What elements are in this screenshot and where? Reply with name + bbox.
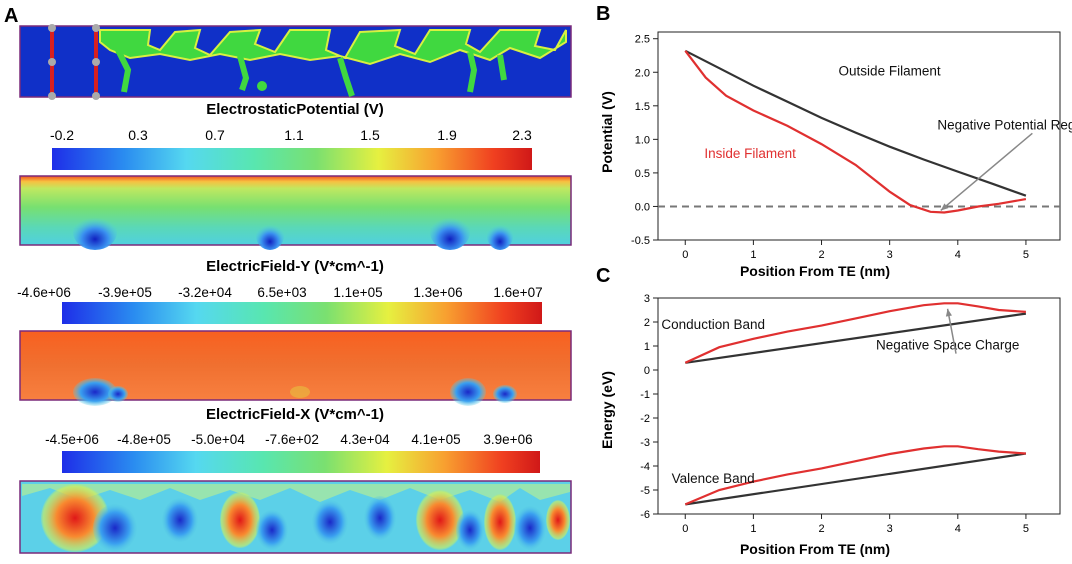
efield-y-tick-4: 1.1e+05: [333, 285, 382, 300]
potential-tick-3: 1.1: [284, 127, 304, 143]
efield-x-colorbar: [62, 451, 540, 473]
potential-chart: B 0 1 2 3 4 5 -0.5 0.0 0.5 1.0 1.5 2.0 2.5 Outside Fi…: [596, 3, 1072, 279]
chart-b-xtick-label: 3: [887, 249, 893, 261]
efield-y-tick-1: -3.9e+05: [98, 285, 152, 300]
chart-b-xtick-label: 0: [682, 249, 688, 261]
chart-b-annotation-inside-filament: Inside Filament: [704, 146, 796, 161]
chart-c-ytick-label: 3: [644, 293, 650, 305]
chart-b-ytick-label: 0.0: [635, 201, 650, 213]
chart-c-xtick-label: 3: [887, 523, 893, 535]
chart-c-series-valence-band-outside: [685, 452, 1027, 506]
chart-b-ytick-label: 0.5: [635, 168, 650, 180]
chart-b-annotation-arrow: [940, 132, 1033, 212]
chart-c-ytick-label: -2: [640, 413, 650, 425]
chart-b-ytick-label: 1.0: [635, 134, 650, 146]
panel-letter-c: C: [596, 265, 610, 287]
efield-x-tick-4: 4.3e+04: [340, 432, 390, 447]
chart-b-ytick-label: 2.0: [635, 67, 650, 79]
chart-c-xlabel: Position From TE (nm): [740, 541, 890, 557]
chart-b-annotation-arrowhead: [940, 203, 949, 211]
chart-c-plot: 0 1 2 3 4 5 -6 -5 -4 -3 -2 -1 0 1 2 3 Conduction Band Neg…: [640, 293, 1061, 535]
chart-c-ytick-label: 2: [644, 317, 650, 329]
chart-b-ytick-label: -0.5: [631, 235, 650, 247]
chart-c-annotation-arrow: [946, 308, 957, 354]
chart-c-ytick-label: 1: [644, 341, 650, 353]
chart-b-plot: 0 1 2 3 4 5 -0.5 0.0 0.5 1.0 1.5 2.0 2.5 Outside Fila…: [631, 31, 1072, 261]
panel-a-figure: A ElectrostaticPotential (V) -0.2 0.3 0.…: [4, 5, 572, 554]
potential-tick-2: 0.7: [205, 127, 225, 143]
potential-tick-6: 2.3: [512, 127, 532, 143]
chart-b-annotation-negative-potential-region: Negative Potential Region: [937, 117, 1072, 132]
panel-letter-a: A: [4, 5, 18, 27]
efield-y-tick-2: -3.2e+04: [178, 285, 232, 300]
efield-y-tick-6: 1.6e+07: [493, 285, 542, 300]
efield-x-tick-1: -4.8e+05: [117, 432, 171, 447]
chart-b-xtick-label: 5: [1023, 249, 1029, 261]
energy-band-chart: C 0 1 2 3 4 5 -6 -5 -4 -3 -2 -1 0 1 2 3 Conduction Band N…: [596, 265, 1061, 557]
chart-c-ytick-label: -1: [640, 389, 650, 401]
efield-y-tick-0: -4.6e+06: [17, 285, 71, 300]
chart-b-ytick-label: 2.5: [635, 34, 650, 46]
chart-c-ytick-label: -5: [640, 485, 650, 497]
efield-y-colorbar-ticks: -4.6e+06 -3.9e+05 -3.2e+04 6.5e+03 1.1e+…: [17, 285, 542, 300]
chart-b-series-outside-filament: [684, 49, 1027, 197]
chart-c-annotation-arrowhead: [945, 308, 953, 317]
efield-x-map: [19, 480, 572, 554]
chart-c-ytick-label: -6: [640, 509, 650, 521]
efield-x-map-title: ElectricField-X (V*cm^-1): [206, 406, 384, 423]
efield-x-tick-2: -5.0e+04: [191, 432, 245, 447]
efield-x-tick-3: -7.6e+02: [265, 432, 319, 447]
chart-c-xtick-label: 2: [818, 523, 824, 535]
chart-c-ytick-label: -3: [640, 437, 650, 449]
efield-y-tick-5: 1.3e+06: [413, 285, 462, 300]
chart-c-xtick-label: 5: [1023, 523, 1029, 535]
chart-c-annotation-negative-space-charge: Negative Space Charge: [876, 338, 1019, 353]
chart-c-xtick-label: 4: [955, 523, 961, 535]
device-structure-map: [19, 24, 572, 100]
potential-tick-0: -0.2: [50, 127, 74, 143]
chart-c-series-valence-band-inside: [684, 445, 1026, 506]
efield-y-map: [19, 330, 572, 406]
efield-y-map-title: ElectricField-Y (V*cm^-1): [206, 258, 384, 275]
chart-b-xtick-label: 2: [818, 249, 824, 261]
efield-x-tick-5: 4.1e+05: [411, 432, 460, 447]
panel-b: B 0 1 2 3 4 5 -0.5 0.0 0.5 1.0 1.5 2.0 2.5 Outside Fi…: [590, 0, 1072, 280]
efield-y-tick-3: 6.5e+03: [257, 285, 306, 300]
chart-b-annotation-outside-filament: Outside Filament: [839, 64, 941, 79]
panel-c: C 0 1 2 3 4 5 -6 -5 -4 -3 -2 -1 0 1 2 3 Conduction Band N…: [590, 262, 1072, 559]
potential-tick-1: 0.3: [128, 127, 148, 143]
chart-b-xtick-label: 1: [750, 249, 756, 261]
chart-b-frame: [657, 31, 1061, 241]
chart-b-xlabel: Position From TE (nm): [740, 263, 890, 279]
potential-colorbar-ticks: -0.2 0.3 0.7 1.1 1.5 1.9 2.3: [50, 127, 532, 143]
efield-x-tick-0: -4.5e+06: [45, 432, 99, 447]
chart-c-xtick-label: 1: [750, 523, 756, 535]
chart-b-xtick-label: 4: [955, 249, 961, 261]
chart-c-ytick-label: 0: [644, 365, 650, 377]
chart-c-series-conduction-band-outside: [685, 312, 1027, 364]
potential-colorbar: [52, 148, 532, 170]
chart-c-ylabel: Energy (eV): [599, 371, 615, 449]
potential-tick-4: 1.5: [360, 127, 380, 143]
efield-x-tick-6: 3.9e+06: [483, 432, 532, 447]
chart-c-annotation-conduction-band: Conduction Band: [661, 317, 765, 332]
chart-c-series-conduction-band-inside: [684, 302, 1026, 364]
panel-letter-b: B: [596, 3, 610, 25]
chart-c-frame: [657, 297, 1061, 515]
potential-map: [19, 175, 572, 250]
chart-b-ytick-label: 1.5: [635, 101, 650, 113]
potential-map-title: ElectrostaticPotential (V): [206, 101, 384, 118]
potential-tick-5: 1.9: [437, 127, 457, 143]
efield-x-colorbar-ticks: -4.5e+06 -4.8e+05 -5.0e+04 -7.6e+02 4.3e…: [45, 432, 532, 447]
chart-c-annotation-valence-band: Valence Band: [672, 471, 755, 486]
efield-y-colorbar: [62, 302, 542, 324]
panel-a: A ElectrostaticPotential (V) -0.2 0.3 0.…: [4, 5, 572, 554]
chart-b-series-inside-filament: [684, 50, 1027, 214]
chart-c-xtick-label: 0: [682, 523, 688, 535]
chart-c-ytick-label: -4: [640, 461, 650, 473]
chart-b-ylabel: Potential (V): [599, 91, 615, 173]
